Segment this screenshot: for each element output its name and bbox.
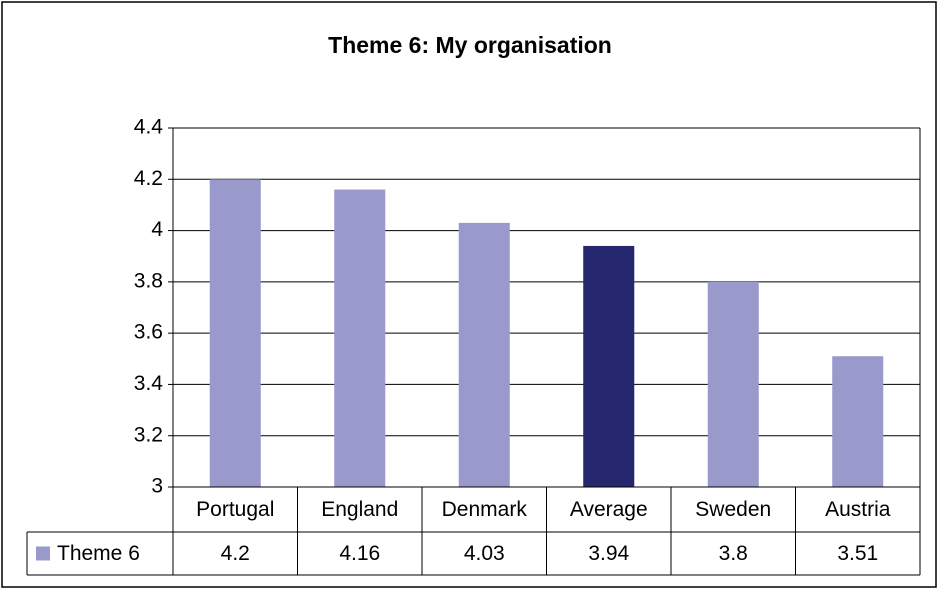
table-value: 3.8 xyxy=(719,542,748,565)
y-tick-label: 4.4 xyxy=(134,116,164,139)
y-tick-label: 3 xyxy=(151,475,163,498)
y-tick-label: 4.2 xyxy=(134,167,163,190)
y-tick-label: 4 xyxy=(151,218,163,241)
bar xyxy=(707,281,759,487)
x-tick-label: Portugal xyxy=(196,498,274,521)
chart-title: Theme 6: My organisation xyxy=(328,32,612,58)
legend-label: Theme 6 xyxy=(57,542,140,565)
bar xyxy=(334,189,386,488)
y-tick-label: 3.4 xyxy=(134,372,164,395)
table-value: 3.94 xyxy=(588,542,629,565)
y-tick-label: 3.8 xyxy=(134,269,163,292)
x-tick-label: Denmark xyxy=(442,498,528,521)
legend-swatch xyxy=(36,546,50,561)
x-tick-label: Average xyxy=(570,498,648,521)
x-tick-label: Austria xyxy=(825,498,891,521)
bar xyxy=(458,222,510,487)
x-tick-label: Sweden xyxy=(695,498,771,521)
bar xyxy=(832,356,884,487)
y-tick-label: 3.6 xyxy=(134,321,163,344)
table-value: 4.03 xyxy=(464,542,505,565)
bar xyxy=(583,245,635,487)
table-value: 4.2 xyxy=(221,542,250,565)
x-tick-label: England xyxy=(321,498,398,521)
table-value: 3.51 xyxy=(837,542,878,565)
y-tick-label: 3.2 xyxy=(134,423,163,446)
bar xyxy=(209,179,261,488)
table-value: 4.16 xyxy=(339,542,380,565)
